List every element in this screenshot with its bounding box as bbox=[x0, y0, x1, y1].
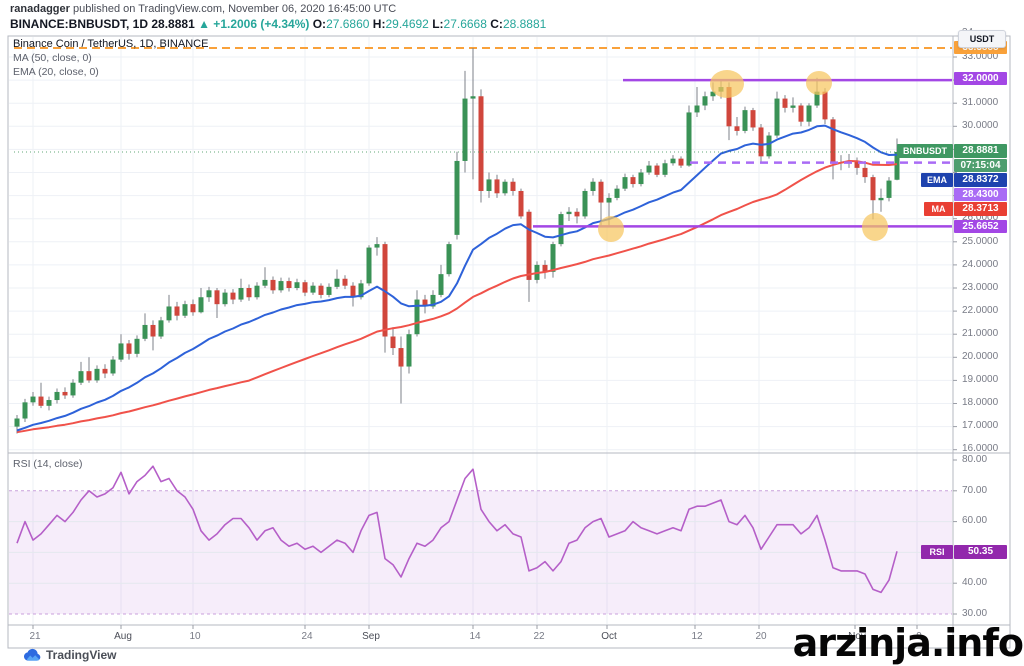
tradingview-cloud-icon bbox=[24, 648, 41, 661]
symbol-price-tag: BNBUSDT bbox=[897, 144, 953, 158]
date-tick: 22 bbox=[533, 631, 545, 642]
price-tick: 31.0000 bbox=[962, 97, 999, 108]
rsi-tick: 40.00 bbox=[962, 577, 988, 588]
date-tick: 20 bbox=[755, 631, 767, 642]
ma-value-label: 28.3713 bbox=[954, 202, 1007, 216]
currency-toggle-button[interactable]: USDT bbox=[958, 30, 1006, 48]
site-watermark: arzinja.info bbox=[792, 621, 1024, 665]
rsi-tag: RSI bbox=[921, 545, 953, 559]
bar-countdown: 07:15:04 bbox=[954, 159, 1007, 172]
last-price-label: 28.8881 bbox=[954, 144, 1007, 158]
rsi-tick: 80.00 bbox=[962, 454, 988, 465]
price-tick: 30.0000 bbox=[962, 120, 999, 131]
chart-legend-ema: EMA (20, close, 0) bbox=[13, 66, 99, 78]
high-value: 29.4692 bbox=[385, 17, 429, 31]
tradingview-logo-text: TradingView bbox=[46, 648, 117, 662]
last-price: 28.8881 bbox=[151, 17, 195, 31]
ma-tag: MA bbox=[924, 202, 953, 216]
tradingview-logo[interactable]: TradingView bbox=[24, 648, 116, 662]
price-tick: 23.0000 bbox=[962, 282, 999, 293]
date-tick: 14 bbox=[469, 631, 481, 642]
price-tick: 19.0000 bbox=[962, 374, 999, 385]
close-label: C: bbox=[490, 17, 503, 31]
date-tick: 21 bbox=[29, 631, 41, 642]
ema-value-label: 28.8372 bbox=[954, 173, 1007, 187]
price-tick: 20.0000 bbox=[962, 351, 999, 362]
price-tick: 26.0000 bbox=[962, 212, 999, 223]
price-change: ▲ +1.2006 (+4.34%) bbox=[198, 17, 310, 31]
price-tick: 33.0000 bbox=[962, 51, 999, 62]
price-tick: 22.0000 bbox=[962, 305, 999, 316]
date-tick: 24 bbox=[301, 631, 313, 642]
rsi-tick: 60.00 bbox=[962, 515, 988, 526]
resistance-level-label: 32.0000 bbox=[954, 72, 1007, 85]
open-value: 27.6860 bbox=[326, 17, 370, 31]
price-tick: 16.0000 bbox=[962, 443, 999, 454]
close-value: 28.8881 bbox=[502, 17, 547, 31]
dashed-level-label: 28.4300 bbox=[954, 188, 1007, 201]
rsi-tick: 70.00 bbox=[962, 485, 988, 496]
low-value: 27.6668 bbox=[443, 17, 487, 31]
published-byline: ranadagger published on TradingView.com,… bbox=[10, 3, 396, 15]
high-label: H: bbox=[372, 17, 386, 31]
symbol-name: BINANCE:BNBUSDT, 1D bbox=[10, 17, 149, 31]
date-tick: Nov bbox=[848, 631, 866, 642]
low-label: L: bbox=[432, 17, 444, 31]
rsi-legend: RSI (14, close) bbox=[13, 458, 83, 470]
published-text: published on TradingView.com, November 0… bbox=[69, 3, 397, 15]
date-tick: Aug bbox=[114, 631, 132, 642]
date-tick: 12 bbox=[691, 631, 703, 642]
price-tick: 24.0000 bbox=[962, 259, 999, 270]
symbol-info-row: BINANCE:BNBUSDT, 1D 28.8881 ▲ +1.2006 (+… bbox=[10, 17, 546, 31]
support-level-label: 25.6652 bbox=[954, 220, 1007, 233]
ema-tag: EMA bbox=[921, 173, 953, 187]
chart-legend-ma: MA (50, close, 0) bbox=[13, 52, 92, 64]
open-label: O: bbox=[312, 17, 327, 31]
rsi-value-label: 50.35 bbox=[954, 545, 1007, 559]
date-tick: Sep bbox=[362, 631, 380, 642]
price-tick: 18.0000 bbox=[962, 397, 999, 408]
price-tick: 25.0000 bbox=[962, 236, 999, 247]
price-tick: 17.0000 bbox=[962, 420, 999, 431]
date-tick: 9 bbox=[916, 631, 922, 642]
date-tick: Oct bbox=[601, 631, 617, 642]
rsi-tick: 30.00 bbox=[962, 608, 988, 619]
price-tick: 21.0000 bbox=[962, 328, 999, 339]
date-tick: 10 bbox=[189, 631, 201, 642]
author-name: ranadagger bbox=[10, 3, 70, 15]
chart-legend-title: Binance Coin / TetherUS, 1D, BINANCE bbox=[13, 38, 209, 50]
